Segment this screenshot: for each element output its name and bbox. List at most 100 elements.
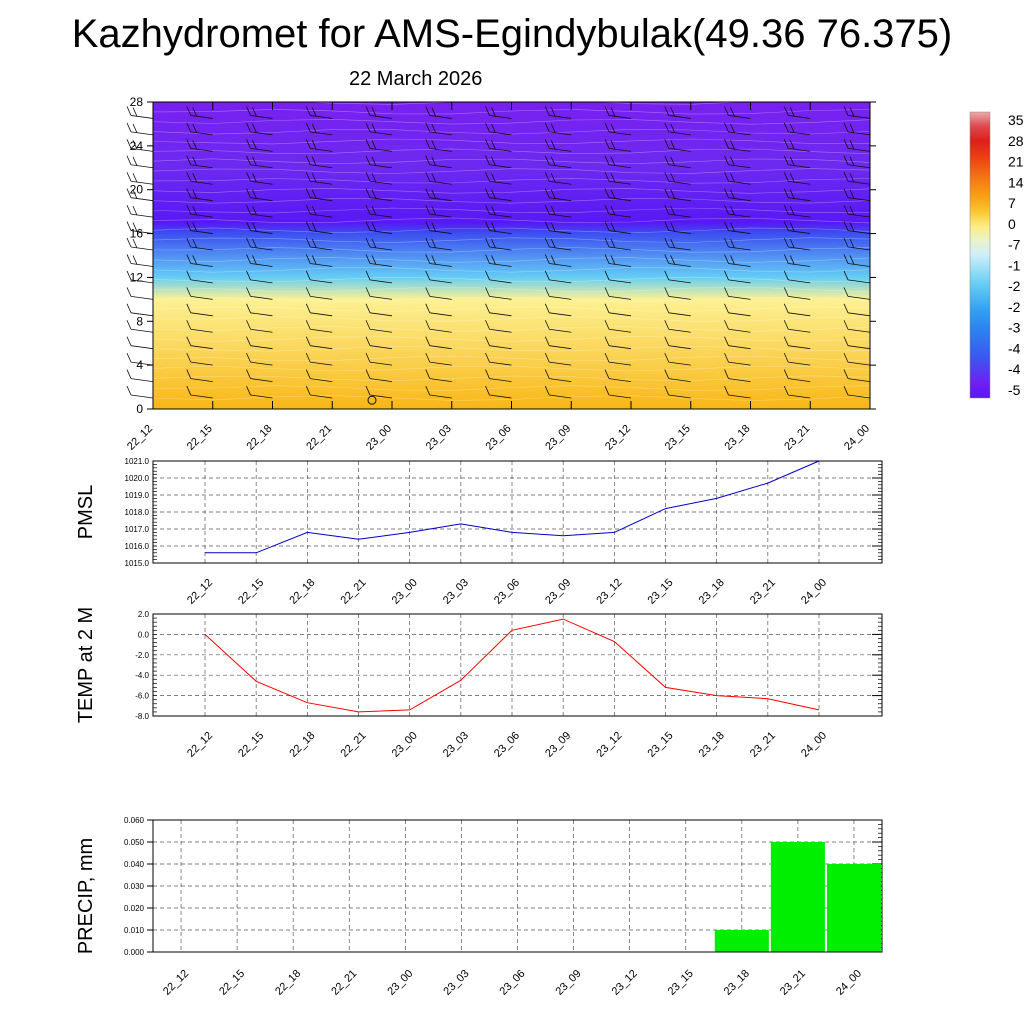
wind-barb — [305, 270, 333, 284]
wind-barb — [365, 287, 393, 300]
barb-flag — [246, 270, 251, 281]
x-tick-label: 22_21 — [329, 968, 359, 998]
y-tick-label: 16 — [130, 227, 144, 241]
barb-shaft — [728, 345, 751, 350]
wind-barb — [246, 204, 273, 218]
wind-barb — [783, 106, 811, 119]
barb-flag — [365, 122, 371, 133]
barb-shaft — [130, 345, 154, 350]
barb-flag — [730, 123, 735, 134]
barb-flag — [730, 222, 735, 232]
contour-line — [152, 365, 871, 372]
wind-barb — [664, 303, 691, 317]
wind-barb — [544, 303, 572, 317]
barb-shaft — [130, 295, 154, 300]
barb-flag — [544, 172, 550, 182]
barb-flag — [670, 238, 676, 249]
barb-flag — [311, 123, 317, 134]
barb-flag — [246, 122, 251, 133]
x-tick-label: 22_18 — [287, 730, 317, 760]
barb-shaft — [310, 345, 333, 350]
barb-shaft — [728, 180, 751, 185]
barb-shaft — [728, 312, 751, 317]
barb-shaft — [847, 164, 871, 169]
wind-barb — [604, 287, 632, 300]
y-axis-label: PMSL — [75, 485, 97, 539]
barb-shaft — [310, 263, 333, 267]
barb-shaft — [369, 213, 393, 218]
contour-line — [152, 345, 871, 352]
barb-flag — [724, 155, 729, 165]
barb-shaft — [847, 131, 871, 136]
barb-flag — [550, 140, 556, 150]
wind-barb — [843, 221, 871, 234]
barb-shaft — [549, 263, 572, 267]
barb-shaft — [369, 147, 393, 152]
x-tick-label: 23_03 — [441, 730, 471, 760]
barb-shaft — [608, 147, 632, 152]
wind-barb — [365, 221, 393, 234]
barb-flag — [544, 106, 550, 116]
y-tick-label: 1021.0 — [125, 457, 150, 466]
barb-shaft — [310, 295, 333, 300]
barb-shaft — [310, 246, 333, 251]
x-tick-label: 23_18 — [697, 730, 727, 760]
wind-barb — [664, 237, 691, 251]
contour-line — [152, 138, 871, 145]
y-tick-label: 0 — [136, 402, 143, 416]
barb-flag — [126, 155, 132, 165]
barb-flag — [843, 155, 849, 165]
colorbar-label: -7 — [1008, 237, 1021, 253]
y-tick-label: 1018.0 — [125, 508, 150, 517]
barb-shaft — [310, 164, 333, 169]
barb-flag — [604, 320, 610, 330]
wind-barb — [604, 237, 632, 251]
wind-barb — [724, 237, 751, 251]
barb-flag — [252, 107, 257, 117]
barb-shaft — [668, 246, 691, 251]
x-tick-label: 22_15 — [185, 423, 215, 453]
barb-flag — [186, 385, 192, 396]
barb-shaft — [489, 246, 512, 251]
x-tick-label: 22_12 — [161, 968, 191, 998]
barb-shaft — [549, 147, 572, 152]
wind-barb — [783, 385, 811, 399]
barb-flag — [604, 204, 610, 215]
barb-flag — [730, 140, 735, 150]
barb-flag — [425, 122, 431, 133]
wind-barb — [544, 287, 572, 300]
barb-flag — [186, 287, 192, 297]
barb-flag — [425, 237, 431, 248]
barb-flag — [365, 352, 371, 363]
barb-flag — [425, 385, 431, 396]
wind-barb — [365, 336, 393, 350]
barb-shaft — [429, 312, 452, 317]
barb-flag — [246, 221, 251, 231]
y-tick-label: 0.030 — [124, 882, 145, 891]
barb-flag — [789, 189, 795, 199]
barb-flag — [246, 188, 251, 198]
wind-barb — [604, 270, 632, 284]
y-tick-label: 0.040 — [124, 860, 145, 869]
barb-flag — [491, 173, 496, 183]
wind-barb — [425, 122, 452, 136]
barb-shaft — [608, 328, 632, 333]
barb-flag — [431, 140, 437, 150]
wind-barb — [724, 303, 751, 317]
barb-flag — [246, 139, 251, 149]
y-tick-label: 2.0 — [138, 610, 150, 619]
barb-shaft — [130, 279, 154, 284]
barb-shaft — [847, 213, 871, 218]
wind-barb — [186, 320, 213, 333]
wind-barb — [485, 352, 512, 366]
x-tick-label: 23_06 — [484, 423, 514, 453]
x-tick-label: 23_15 — [646, 577, 676, 607]
barb-flag — [604, 254, 610, 264]
wind-barb — [365, 237, 393, 251]
barb-flag — [604, 385, 610, 396]
wind-barb — [186, 122, 213, 136]
barb-flag — [485, 336, 490, 346]
wind-barb — [604, 254, 632, 267]
barb-flag — [425, 221, 431, 231]
barb-flag — [664, 221, 670, 231]
